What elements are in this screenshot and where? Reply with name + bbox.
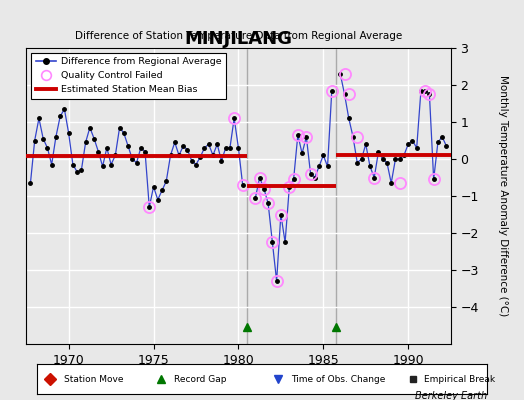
Text: Difference of Station Temperature Data from Regional Average: Difference of Station Temperature Data f… (75, 31, 402, 41)
Title: MINJILANG: MINJILANG (184, 30, 292, 48)
Text: Time of Obs. Change: Time of Obs. Change (291, 374, 386, 384)
Text: Berkeley Earth: Berkeley Earth (415, 391, 487, 400)
Legend: Difference from Regional Average, Quality Control Failed, Estimated Station Mean: Difference from Regional Average, Qualit… (31, 53, 226, 99)
Text: Empirical Break: Empirical Break (424, 374, 495, 384)
Text: Station Move: Station Move (64, 374, 123, 384)
Text: Record Gap: Record Gap (174, 374, 226, 384)
Y-axis label: Monthly Temperature Anomaly Difference (°C): Monthly Temperature Anomaly Difference (… (498, 75, 508, 317)
